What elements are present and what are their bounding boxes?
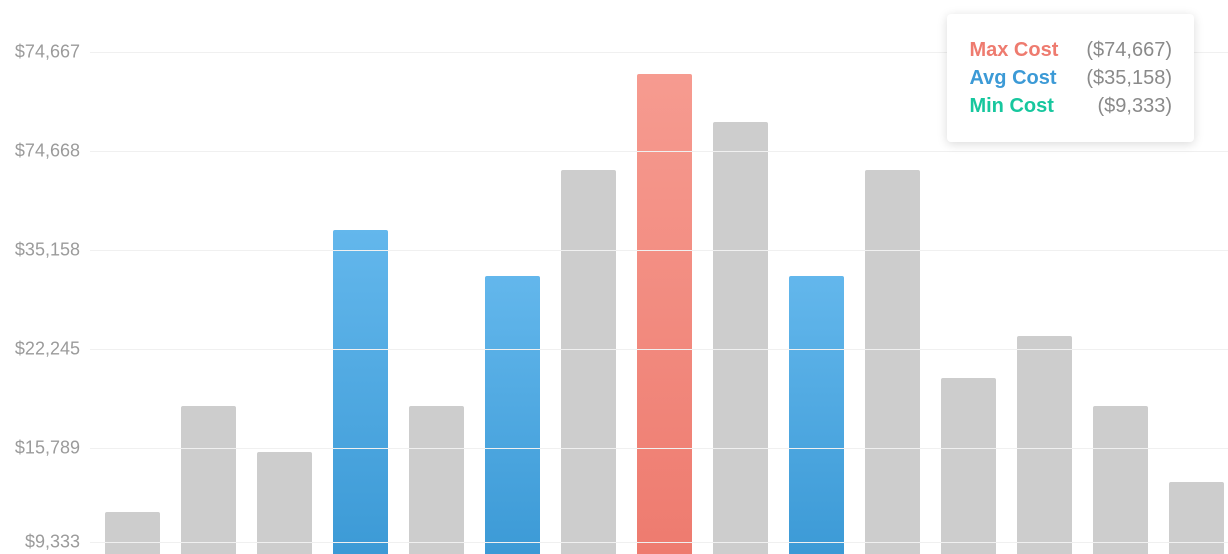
bar-gray (1169, 482, 1224, 554)
bar-gray (561, 170, 616, 554)
y-axis-label: $22,245 (15, 339, 80, 360)
cost-bar-chart: $74,667 $74,668 $35,158 $22,245 $15,789 $9,33… (0, 0, 1228, 554)
legend-row: Min Cost ($9,333) (969, 96, 1172, 116)
legend-row: Max Cost ($74,667) (969, 40, 1172, 60)
y-axis-label: $74,667 (15, 42, 80, 63)
cost-legend: Max Cost ($74,667) Avg Cost ($35,158) Min Co… (947, 14, 1194, 142)
bar-gray (1017, 336, 1072, 554)
gridline (90, 250, 1228, 251)
y-axis-label: $15,789 (15, 438, 80, 459)
legend-value: ($74,667) (1086, 40, 1172, 60)
bar-gray (181, 406, 236, 554)
bar-gray (409, 406, 464, 554)
gridline (90, 349, 1228, 350)
bar-gray (941, 378, 996, 554)
bar-gray (865, 170, 920, 554)
legend-value: ($9,333) (1098, 96, 1173, 116)
legend-row: Avg Cost ($35,158) (969, 68, 1172, 88)
bar-blue (333, 230, 388, 554)
bar-blue (485, 276, 540, 554)
gridline (90, 448, 1228, 449)
bar-red (637, 74, 692, 554)
bar-blue (789, 276, 844, 554)
bar-gray (257, 452, 312, 554)
y-axis-label: $35,158 (15, 240, 80, 261)
gridline (90, 151, 1228, 152)
bar-gray (713, 122, 768, 554)
gridline (90, 542, 1228, 543)
legend-label: Min Cost (969, 96, 1053, 116)
y-axis-label: $9,333 (25, 532, 80, 553)
legend-label: Avg Cost (969, 68, 1056, 88)
legend-value: ($35,158) (1086, 68, 1172, 88)
legend-label: Max Cost (969, 40, 1058, 60)
bar-gray (1093, 406, 1148, 554)
bar-gray (105, 512, 160, 554)
y-axis-label: $74,668 (15, 141, 80, 162)
y-axis: $74,667 $74,668 $35,158 $22,245 $15,789 $9,33… (0, 0, 90, 554)
